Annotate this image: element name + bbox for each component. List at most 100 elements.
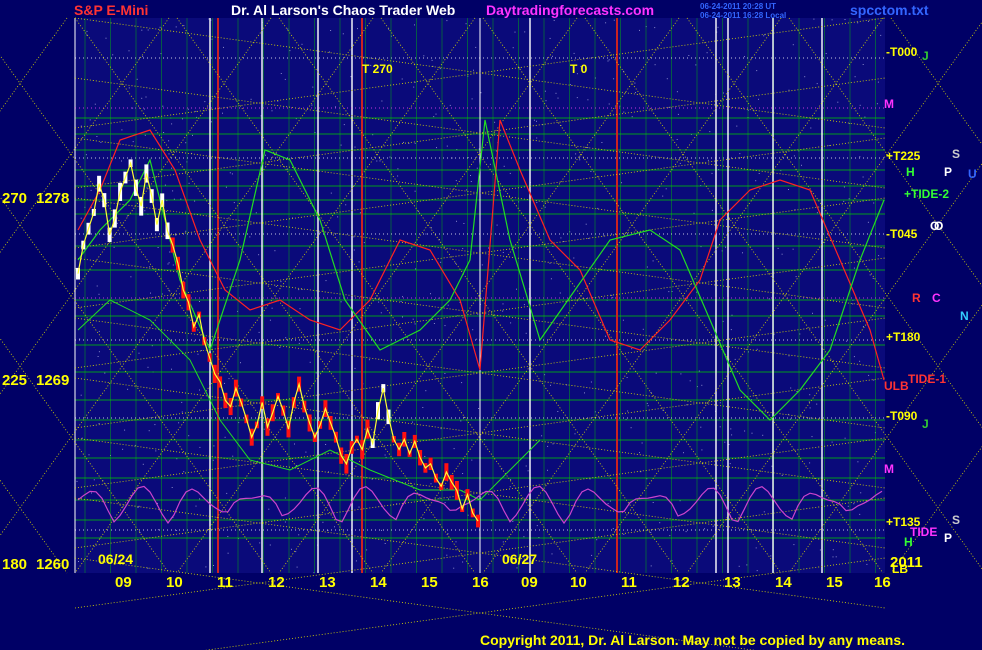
star-dot	[809, 418, 811, 420]
star-dot	[268, 508, 270, 510]
star-dot	[646, 402, 648, 404]
fan-line-shallow	[74, 437, 886, 549]
star-dot	[758, 98, 759, 100]
star-dot	[96, 285, 98, 287]
star-dot	[233, 202, 235, 204]
star-dot	[825, 53, 827, 54]
star-dot	[676, 139, 678, 140]
star-dot	[176, 458, 178, 460]
star-dot	[296, 465, 298, 466]
star-dot	[862, 326, 864, 327]
fan-line	[0, 17, 68, 112]
star-dot	[124, 429, 126, 431]
star-dot	[463, 223, 465, 224]
star-dot	[181, 401, 183, 403]
star-dot	[848, 198, 850, 200]
star-dot	[538, 537, 540, 538]
star-dot	[98, 330, 100, 332]
star-dot	[79, 338, 81, 340]
planet-label: H	[904, 535, 913, 549]
star-dot	[594, 411, 596, 413]
star-dot	[488, 247, 489, 249]
star-dot	[634, 82, 636, 84]
date-label-0624: 06/24	[98, 551, 133, 567]
star-dot	[635, 92, 636, 94]
star-dot	[229, 172, 231, 174]
star-dot	[86, 34, 88, 36]
star-dot	[751, 432, 753, 434]
star-dot	[431, 59, 433, 61]
star-dot	[301, 43, 303, 45]
fan-line	[482, 17, 884, 574]
star-dot	[96, 136, 98, 137]
star-dot	[137, 507, 139, 508]
star-dot	[612, 528, 614, 530]
star-dot	[379, 160, 381, 162]
star-dot	[789, 418, 791, 420]
star-dot	[859, 156, 861, 158]
price-average-line	[77, 161, 479, 522]
star-dot	[472, 329, 474, 331]
year-label: 2011	[890, 554, 923, 571]
star-dot	[650, 392, 652, 393]
star-dot	[265, 154, 266, 156]
star-dot	[147, 567, 149, 569]
site-link[interactable]: Daytradingforecasts.com	[486, 2, 654, 18]
data-file-label: spcctom.txt	[850, 2, 929, 18]
star-dot	[642, 328, 644, 330]
star-dot	[590, 381, 592, 383]
star-dot	[143, 108, 145, 110]
star-dot	[295, 118, 297, 120]
star-dot	[98, 351, 100, 353]
star-dot	[172, 190, 174, 192]
star-dot	[584, 392, 585, 394]
star-dot	[157, 502, 158, 504]
fan-line-shallow	[74, 497, 886, 609]
star-dot	[503, 165, 505, 167]
star-dot	[159, 26, 161, 28]
star-dot	[473, 69, 474, 71]
star-dot	[728, 444, 730, 445]
star-dot	[439, 497, 441, 499]
star-dot	[85, 154, 87, 156]
star-dot	[364, 428, 366, 430]
star-dot	[449, 104, 451, 106]
star-dot	[846, 340, 848, 342]
right-level-label: -T090	[886, 409, 918, 423]
star-dot	[147, 29, 149, 31]
star-dot	[285, 337, 287, 339]
star-dot	[668, 106, 670, 108]
star-dot	[734, 358, 736, 360]
star-dot	[689, 380, 691, 382]
fan-line	[0, 17, 170, 254]
star-dot	[139, 532, 141, 534]
x-tick-label: 10	[570, 574, 587, 591]
star-dot	[641, 442, 643, 444]
star-dot	[575, 153, 577, 155]
star-dot	[476, 338, 478, 340]
star-dot	[652, 260, 654, 262]
star-dot	[536, 120, 537, 122]
star-dot	[876, 103, 878, 105]
star-dot	[122, 448, 124, 450]
star-dot	[799, 333, 801, 335]
star-dot	[873, 379, 875, 381]
star-dot	[787, 413, 789, 415]
star-dot	[142, 55, 144, 57]
star-dot	[796, 391, 798, 392]
star-dot	[412, 421, 413, 423]
star-dot	[605, 335, 606, 337]
star-dot	[816, 403, 818, 405]
star-dot	[619, 105, 621, 107]
star-dot	[413, 86, 415, 88]
star-dot	[113, 246, 115, 248]
star-dot	[693, 212, 695, 214]
star-dot	[623, 533, 625, 535]
star-dot	[847, 505, 849, 507]
planet-label: U	[968, 167, 977, 181]
star-dot	[210, 19, 212, 21]
star-dot	[358, 261, 360, 263]
star-dot	[196, 116, 197, 118]
star-dot	[154, 424, 156, 426]
star-dot	[173, 198, 175, 200]
